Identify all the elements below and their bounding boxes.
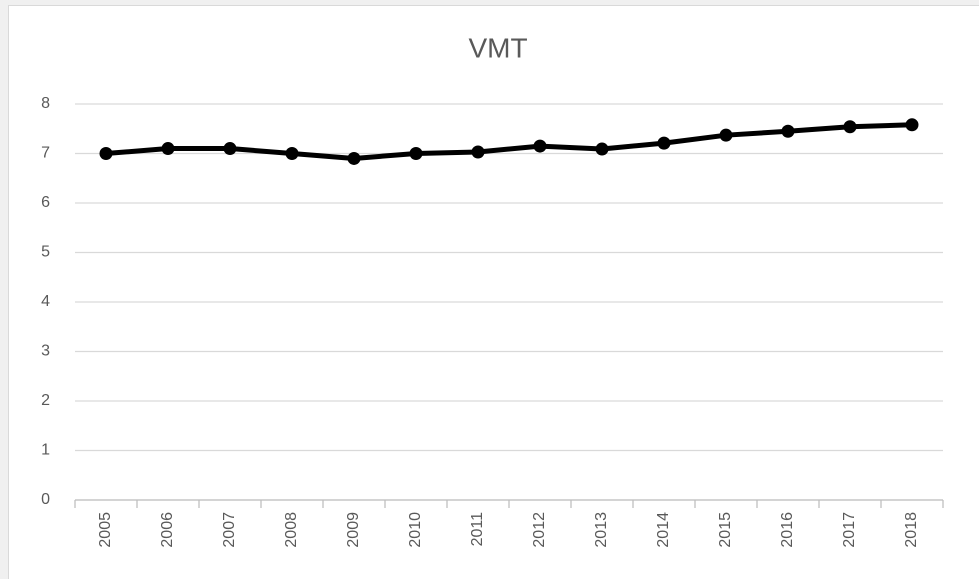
x-tick-label: 2006 [159, 512, 176, 548]
x-tick-label: 2011 [469, 512, 486, 547]
x-tick-label: 2016 [779, 512, 796, 548]
x-tick-label: 2009 [345, 512, 362, 548]
y-tick-label: 2 [41, 392, 50, 409]
marker [533, 139, 547, 153]
marker [285, 147, 299, 160]
y-tick-label: 8 [41, 95, 50, 112]
marker [99, 147, 113, 160]
x-tick-label: 2010 [407, 512, 424, 548]
x-tick-label: 2008 [283, 512, 300, 548]
x-tick-label: 2015 [717, 512, 734, 548]
chart-area [8, 5, 979, 579]
line [105, 122, 913, 161]
x-tick-label: 2017 [841, 512, 858, 548]
y-tick-label: 4 [41, 293, 50, 310]
marker [347, 151, 361, 165]
marker [657, 136, 671, 150]
y-tick-label: 3 [41, 343, 50, 360]
marker [905, 118, 919, 132]
marker [161, 142, 175, 156]
marker [781, 124, 795, 138]
y-tick-label: 5 [41, 244, 50, 261]
y-tick-label: 6 [41, 194, 50, 211]
x-tick-label: 2014 [655, 512, 672, 548]
marker [471, 145, 485, 159]
marker [719, 128, 733, 142]
x-tick-label: 2018 [903, 512, 920, 548]
marker [223, 142, 237, 156]
x-tick-label: 2012 [531, 512, 548, 548]
y-tick-label: 0 [41, 491, 50, 508]
marker [595, 142, 609, 156]
y-tick-label: 1 [41, 442, 50, 459]
x-tick-label: 2013 [593, 512, 610, 548]
x-tick-label: 2005 [97, 512, 114, 548]
x-tick-label: 2007 [221, 512, 238, 548]
chart-title: VMT [468, 32, 527, 63]
marker [409, 147, 423, 160]
marker [843, 120, 857, 134]
y-tick-label: 7 [41, 145, 50, 162]
